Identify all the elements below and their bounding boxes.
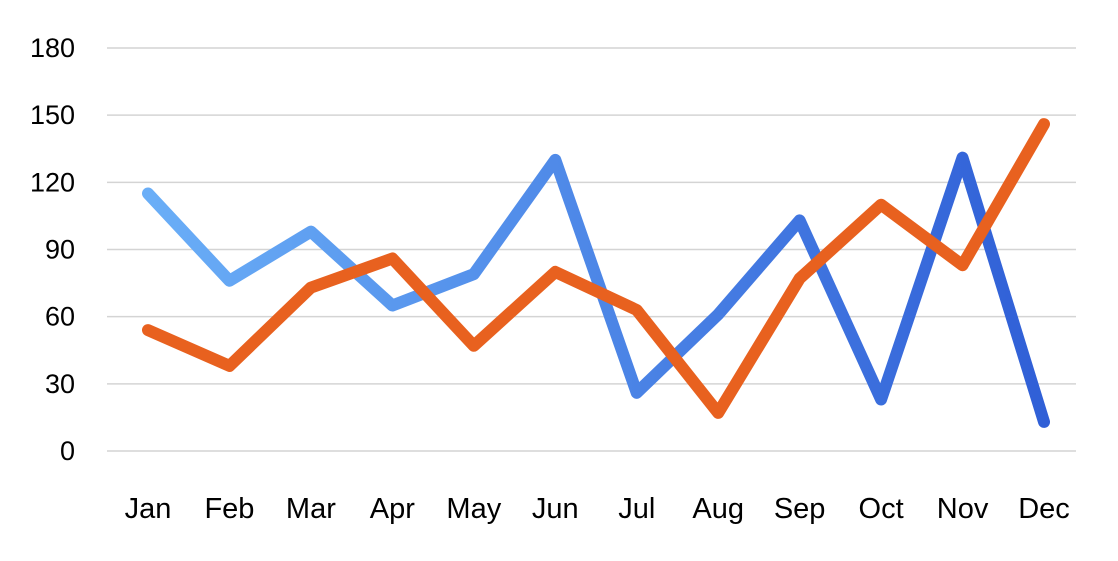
x-tick-label-jan: Jan	[125, 493, 172, 525]
series-line-2	[142, 118, 1050, 419]
y-tick-label: 60	[45, 302, 75, 332]
x-tick-label-feb: Feb	[204, 493, 254, 525]
x-tick-label-jul: Jul	[618, 493, 655, 525]
y-tick-label: 120	[30, 167, 75, 197]
x-tick-label-jun: Jun	[532, 493, 579, 525]
x-tick-label-mar: Mar	[286, 493, 336, 525]
x-tick-label-aug: Aug	[692, 493, 744, 525]
y-tick-label: 150	[30, 100, 75, 130]
x-tick-label-sep: Sep	[774, 493, 826, 525]
x-axis: Jan Feb Mar Apr May Jun Jul Aug Sep Oct Nov Dec	[125, 493, 1070, 525]
x-tick-label-apr: Apr	[370, 493, 415, 525]
y-tick-label: 0	[60, 436, 75, 466]
y-axis: 0 30 60 90 120 150 180	[30, 33, 75, 466]
x-tick-label-may: May	[446, 493, 501, 525]
y-tick-label: 180	[30, 33, 75, 63]
series-line-1	[142, 151, 1050, 428]
grid-lines	[107, 47, 1076, 452]
series-lines	[142, 118, 1050, 428]
x-tick-label-oct: Oct	[859, 493, 904, 525]
y-tick-label: 90	[45, 235, 75, 265]
x-tick-label-nov: Nov	[937, 493, 989, 525]
y-tick-label: 30	[45, 369, 75, 399]
x-tick-label-dec: Dec	[1018, 493, 1070, 525]
